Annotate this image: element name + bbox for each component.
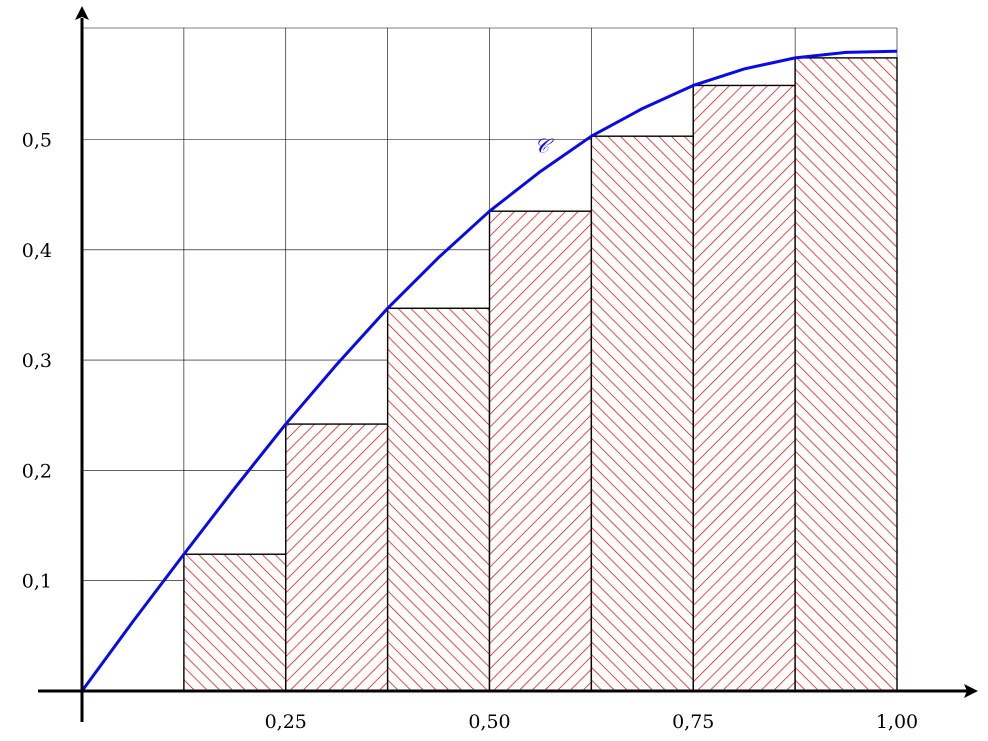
- bar-5: [590, 135, 694, 692]
- x-tick-label: 0,75: [672, 711, 714, 733]
- y-tick-label: 0,3: [22, 350, 52, 372]
- bar-6: [692, 84, 796, 692]
- tick-labels: 0,25 0,50 0,75 1,00 0,1 0,2 0,3 0,4 0,5: [22, 130, 918, 734]
- bar-1: [183, 553, 287, 692]
- axes: [38, 6, 978, 722]
- bars: [183, 57, 898, 692]
- x-tick-label: 0,25: [265, 711, 307, 733]
- bar-4: [488, 210, 593, 692]
- y-tick-label: 0,2: [22, 460, 52, 482]
- bar-2: [285, 423, 389, 692]
- y-axis-arrow: [75, 6, 89, 20]
- curve-label: 𝒞: [534, 134, 554, 158]
- x-tick-label: 1,00: [876, 711, 918, 733]
- x-axis-arrow: [964, 684, 978, 698]
- bar-3: [386, 307, 491, 692]
- y-tick-label: 0,4: [22, 240, 52, 262]
- y-tick-label: 0,1: [22, 571, 52, 593]
- bar-7: [794, 57, 898, 692]
- x-tick-label: 0,50: [468, 711, 510, 733]
- curve-line: [80, 49, 898, 692]
- y-tick-label: 0,5: [22, 130, 52, 152]
